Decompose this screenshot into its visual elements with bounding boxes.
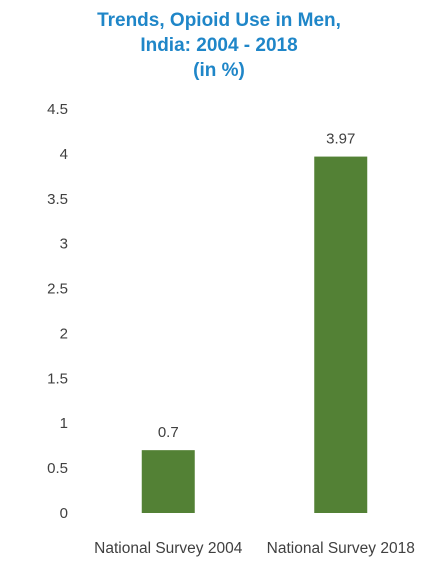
y-tick-label: 0 — [60, 505, 68, 522]
chart-title-line-2: India: 2004 - 2018 — [140, 35, 298, 56]
chart-title-line-1: Trends, Opioid Use in Men, — [97, 10, 341, 31]
chart-title: Trends, Opioid Use in Men, India: 2004 -… — [0, 8, 438, 83]
y-tick-label: 3 — [60, 236, 68, 253]
x-axis-category-labels: National Survey 2004 National Survey 2018 — [94, 540, 415, 557]
x-category-label: National Survey 2004 — [94, 540, 243, 557]
y-tick-label: 1.5 — [47, 370, 68, 387]
y-tick-label: 1 — [60, 415, 68, 432]
y-tick-label: 4.5 — [47, 101, 68, 118]
y-axis-tick-labels: 0 0.5 1 1.5 2 2.5 3 3.5 4 4.5 — [47, 101, 68, 522]
y-tick-label: 0.5 — [47, 460, 68, 477]
bar — [141, 450, 195, 513]
y-tick-label: 3.5 — [47, 191, 68, 208]
y-tick-label: 2.5 — [47, 281, 68, 298]
bar — [314, 156, 368, 514]
chart-title-line-3: (in %) — [193, 60, 245, 81]
y-tick-label: 4 — [60, 146, 68, 163]
bars — [141, 156, 368, 514]
data-labels: 0.7 3.97 — [158, 131, 356, 442]
data-label: 0.7 — [158, 424, 179, 441]
x-category-label: National Survey 2018 — [267, 540, 415, 557]
data-label: 3.97 — [326, 131, 355, 148]
y-tick-label: 2 — [60, 325, 68, 342]
